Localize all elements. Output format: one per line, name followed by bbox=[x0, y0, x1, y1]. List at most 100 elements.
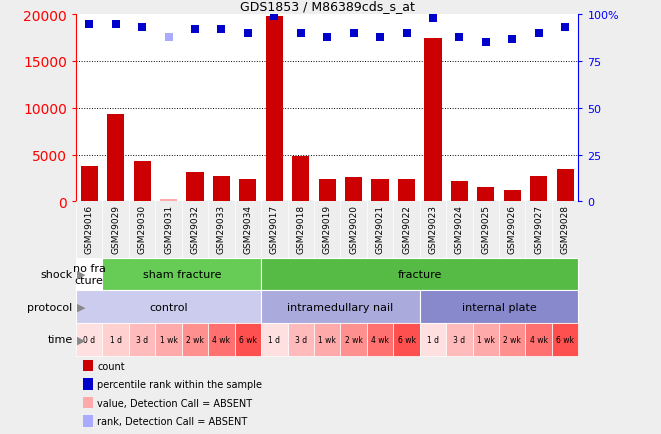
Text: GSM29034: GSM29034 bbox=[243, 204, 253, 253]
Text: fracture: fracture bbox=[397, 270, 442, 279]
Text: 3 d: 3 d bbox=[136, 335, 148, 344]
Bar bbox=[208, 323, 235, 356]
Point bbox=[84, 21, 95, 28]
Text: control: control bbox=[149, 302, 188, 312]
Point bbox=[295, 30, 306, 37]
Bar bbox=[367, 323, 393, 356]
Point bbox=[533, 30, 544, 37]
Text: ▶: ▶ bbox=[77, 270, 86, 279]
Bar bbox=[530, 177, 547, 202]
Point bbox=[375, 34, 385, 41]
Text: GSM29027: GSM29027 bbox=[534, 204, 543, 253]
Text: 2 wk: 2 wk bbox=[503, 335, 522, 344]
Bar bbox=[81, 166, 98, 202]
Text: GSM29024: GSM29024 bbox=[455, 204, 464, 253]
Text: GSM29026: GSM29026 bbox=[508, 204, 517, 253]
Bar bbox=[129, 323, 155, 356]
Text: 1 d: 1 d bbox=[110, 335, 122, 344]
Text: 3 d: 3 d bbox=[295, 335, 307, 344]
Bar bbox=[292, 157, 309, 202]
Text: 4 wk: 4 wk bbox=[371, 335, 389, 344]
Text: 3 d: 3 d bbox=[453, 335, 465, 344]
Bar bbox=[420, 323, 446, 356]
Bar bbox=[473, 323, 499, 356]
Text: 4 wk: 4 wk bbox=[529, 335, 548, 344]
Text: GSM29020: GSM29020 bbox=[349, 204, 358, 253]
Text: sham fracture: sham fracture bbox=[143, 270, 221, 279]
Bar bbox=[186, 173, 204, 202]
Text: GSM29022: GSM29022 bbox=[402, 204, 411, 253]
Text: GSM29017: GSM29017 bbox=[270, 204, 279, 253]
Bar bbox=[552, 323, 578, 356]
Bar bbox=[451, 181, 468, 202]
Bar bbox=[398, 179, 415, 202]
Bar bbox=[446, 323, 473, 356]
Text: ▶: ▶ bbox=[77, 335, 86, 345]
Text: protocol: protocol bbox=[28, 302, 73, 312]
Bar bbox=[499, 323, 525, 356]
Bar bbox=[288, 323, 314, 356]
Bar bbox=[371, 179, 389, 202]
Point bbox=[401, 30, 412, 37]
Point bbox=[481, 40, 491, 47]
Title: GDS1853 / M86389cds_s_at: GDS1853 / M86389cds_s_at bbox=[240, 0, 414, 13]
Bar bbox=[477, 188, 494, 202]
Point bbox=[348, 30, 359, 37]
Text: 2 wk: 2 wk bbox=[344, 335, 363, 344]
Bar bbox=[525, 323, 552, 356]
Bar bbox=[340, 323, 367, 356]
Text: 1 d: 1 d bbox=[427, 335, 439, 344]
Text: 1 wk: 1 wk bbox=[318, 335, 336, 344]
Text: GSM29016: GSM29016 bbox=[85, 204, 94, 253]
Text: time: time bbox=[48, 335, 73, 345]
Point bbox=[216, 26, 227, 33]
Point bbox=[454, 34, 465, 41]
Text: 1 wk: 1 wk bbox=[159, 335, 178, 344]
Bar bbox=[134, 162, 151, 202]
Point bbox=[163, 34, 174, 41]
Text: 6 wk: 6 wk bbox=[556, 335, 574, 344]
Text: GSM29028: GSM29028 bbox=[561, 204, 570, 253]
Text: GSM29021: GSM29021 bbox=[375, 204, 385, 253]
Point bbox=[428, 16, 438, 23]
Text: intramedullary nail: intramedullary nail bbox=[288, 302, 393, 312]
Point bbox=[110, 21, 121, 28]
Text: shock: shock bbox=[40, 270, 73, 279]
Text: rank, Detection Call = ABSENT: rank, Detection Call = ABSENT bbox=[97, 416, 247, 426]
Bar bbox=[261, 323, 288, 356]
Text: 1 d: 1 d bbox=[268, 335, 280, 344]
Bar bbox=[213, 177, 230, 202]
Text: internal plate: internal plate bbox=[461, 302, 537, 312]
Text: ▶: ▶ bbox=[77, 302, 86, 312]
Bar bbox=[102, 258, 261, 291]
Bar bbox=[76, 258, 102, 291]
Text: percentile rank within the sample: percentile rank within the sample bbox=[97, 379, 262, 389]
Bar bbox=[155, 323, 182, 356]
Text: GSM29025: GSM29025 bbox=[481, 204, 490, 253]
Text: GSM29023: GSM29023 bbox=[428, 204, 438, 253]
Bar bbox=[102, 323, 129, 356]
Bar bbox=[557, 169, 574, 202]
Text: GSM29031: GSM29031 bbox=[164, 204, 173, 253]
Text: GSM29030: GSM29030 bbox=[137, 204, 147, 253]
Point bbox=[137, 25, 147, 32]
Text: 0 d: 0 d bbox=[83, 335, 95, 344]
Text: 1 wk: 1 wk bbox=[477, 335, 495, 344]
Point bbox=[560, 25, 570, 32]
Bar bbox=[266, 17, 283, 202]
Point bbox=[507, 36, 518, 43]
Bar bbox=[76, 291, 261, 323]
Text: GSM29018: GSM29018 bbox=[296, 204, 305, 253]
Bar bbox=[261, 258, 578, 291]
Text: 4 wk: 4 wk bbox=[212, 335, 231, 344]
Text: no fra
cture: no fra cture bbox=[73, 264, 106, 285]
Text: 6 wk: 6 wk bbox=[397, 335, 416, 344]
Bar bbox=[160, 200, 177, 202]
Bar bbox=[504, 191, 521, 202]
Bar bbox=[235, 323, 261, 356]
Bar bbox=[261, 291, 420, 323]
Bar bbox=[393, 323, 420, 356]
Point bbox=[190, 26, 200, 33]
Bar bbox=[107, 115, 124, 202]
Bar bbox=[239, 179, 256, 202]
